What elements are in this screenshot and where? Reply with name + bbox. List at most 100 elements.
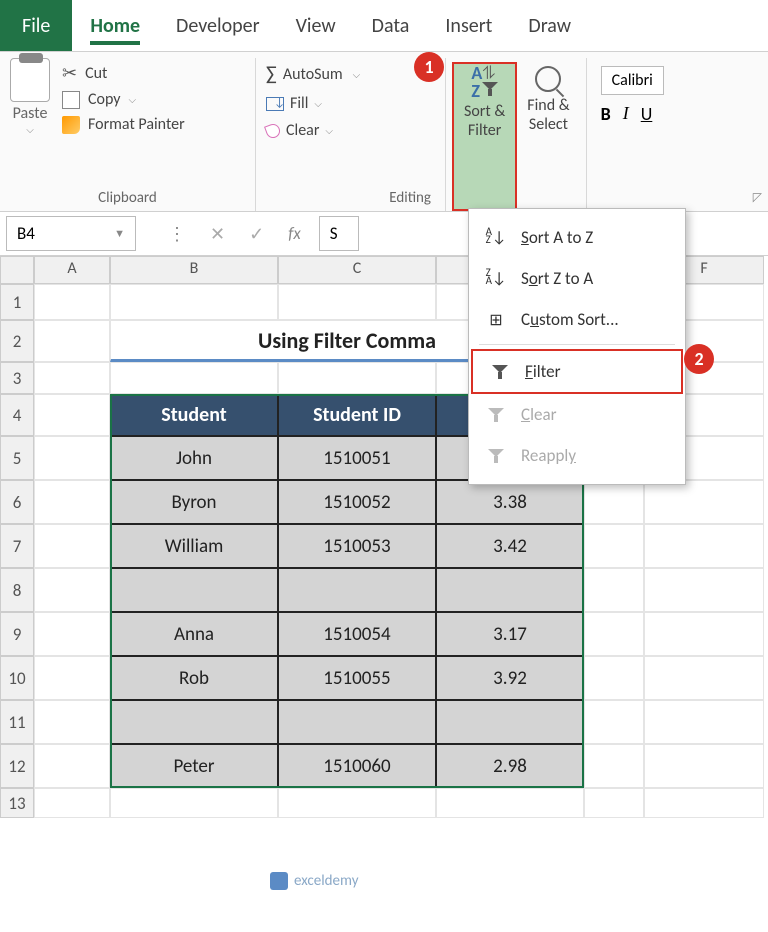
format-painter-button[interactable]: Format Painter xyxy=(62,115,185,134)
cell[interactable] xyxy=(644,788,764,818)
cell[interactable] xyxy=(34,568,110,612)
name-box[interactable]: B4▼ xyxy=(6,216,136,251)
row-header[interactable]: 8 xyxy=(0,568,34,612)
find-select-button[interactable]: Find & Select xyxy=(517,62,579,211)
cell[interactable] xyxy=(110,788,278,818)
cell[interactable] xyxy=(584,524,644,568)
row-header[interactable]: 9 xyxy=(0,612,34,656)
table-cell[interactable] xyxy=(110,700,278,744)
cell[interactable] xyxy=(34,284,110,320)
row-header[interactable]: 1 xyxy=(0,284,34,320)
paste-button[interactable]: Paste ⌵ xyxy=(10,58,50,136)
tab-insert[interactable]: Insert xyxy=(427,0,510,51)
table-header[interactable]: Student xyxy=(110,394,278,436)
table-cell[interactable] xyxy=(436,568,584,612)
col-header-B[interactable]: B xyxy=(110,256,278,284)
bold-button[interactable]: B xyxy=(601,103,611,125)
table-cell[interactable]: 1510053 xyxy=(278,524,436,568)
cell[interactable] xyxy=(34,788,110,818)
cell[interactable] xyxy=(584,700,644,744)
cell[interactable] xyxy=(436,788,584,818)
cell[interactable] xyxy=(584,480,644,524)
italic-button[interactable]: I xyxy=(623,103,629,125)
col-header-C[interactable]: C xyxy=(278,256,436,284)
fx-icon[interactable]: fx xyxy=(288,223,301,244)
cell[interactable] xyxy=(34,612,110,656)
cell[interactable] xyxy=(584,656,644,700)
table-cell[interactable]: 1510054 xyxy=(278,612,436,656)
tab-file[interactable]: File xyxy=(0,0,72,51)
cell[interactable] xyxy=(110,284,278,320)
cell[interactable] xyxy=(584,788,644,818)
row-header[interactable]: 6 xyxy=(0,480,34,524)
table-cell[interactable]: Byron xyxy=(110,480,278,524)
table-cell[interactable]: 1510052 xyxy=(278,480,436,524)
row-header[interactable]: 13 xyxy=(0,788,34,818)
table-cell[interactable]: 3.42 xyxy=(436,524,584,568)
cell[interactable] xyxy=(34,394,110,436)
table-cell[interactable]: 2.98 xyxy=(436,744,584,788)
col-header-A[interactable]: A xyxy=(34,256,110,284)
tab-home[interactable]: Home xyxy=(72,0,158,51)
table-cell[interactable]: 3.38 xyxy=(436,480,584,524)
underline-button[interactable]: U xyxy=(641,103,653,125)
tab-draw[interactable]: Draw xyxy=(510,0,589,51)
row-header[interactable]: 2 xyxy=(0,320,34,362)
cell[interactable] xyxy=(644,612,764,656)
autosum-button[interactable]: ∑AutoSum⌵ xyxy=(266,62,435,86)
chevron-down-icon[interactable]: ⌵ xyxy=(26,123,34,136)
cell[interactable] xyxy=(34,436,110,480)
cell[interactable] xyxy=(34,744,110,788)
table-cell[interactable]: 1510055 xyxy=(278,656,436,700)
table-cell[interactable]: Rob xyxy=(110,656,278,700)
dd-sort-za[interactable]: ZA↓Sort Z to A xyxy=(469,258,685,299)
row-header[interactable]: 10 xyxy=(0,656,34,700)
cut-button[interactable]: ✂Cut xyxy=(62,62,185,84)
row-header[interactable]: 12 xyxy=(0,744,34,788)
cell[interactable] xyxy=(34,656,110,700)
table-cell[interactable]: John xyxy=(110,436,278,480)
dd-filter[interactable]: Filter xyxy=(471,349,683,394)
cell[interactable] xyxy=(644,524,764,568)
table-cell[interactable]: 3.92 xyxy=(436,656,584,700)
row-header[interactable]: 4 xyxy=(0,394,34,436)
tab-developer[interactable]: Developer xyxy=(158,0,278,51)
table-cell[interactable]: Anna xyxy=(110,612,278,656)
table-cell[interactable]: 1510060 xyxy=(278,744,436,788)
table-cell[interactable]: 3.17 xyxy=(436,612,584,656)
table-cell[interactable]: William xyxy=(110,524,278,568)
select-all-corner[interactable] xyxy=(0,256,34,284)
row-header[interactable]: 11 xyxy=(0,700,34,744)
table-cell[interactable]: Peter xyxy=(110,744,278,788)
table-cell[interactable] xyxy=(110,568,278,612)
table-cell[interactable]: 1510051 xyxy=(278,436,436,480)
font-name-box[interactable]: Calibri xyxy=(601,66,664,95)
table-cell[interactable] xyxy=(278,700,436,744)
clear-button[interactable]: Clear⌵ xyxy=(266,121,435,140)
row-header[interactable]: 5 xyxy=(0,436,34,480)
cell[interactable] xyxy=(644,568,764,612)
table-cell[interactable] xyxy=(278,568,436,612)
cell[interactable] xyxy=(584,612,644,656)
cell[interactable] xyxy=(278,788,436,818)
cell[interactable] xyxy=(34,320,110,362)
table-header[interactable]: Student ID xyxy=(278,394,436,436)
cell[interactable] xyxy=(278,362,436,394)
cell[interactable] xyxy=(644,480,764,524)
cell[interactable] xyxy=(34,524,110,568)
dd-custom-sort[interactable]: ⊞Custom Sort... xyxy=(469,299,685,340)
cell[interactable] xyxy=(34,700,110,744)
tab-view[interactable]: View xyxy=(278,0,354,51)
cell[interactable] xyxy=(644,700,764,744)
row-header[interactable]: 3 xyxy=(0,362,34,394)
cell[interactable] xyxy=(34,362,110,394)
cell[interactable] xyxy=(584,744,644,788)
cell[interactable] xyxy=(584,568,644,612)
fill-button[interactable]: Fill⌵ xyxy=(266,94,435,113)
copy-button[interactable]: Copy⌵ xyxy=(62,90,185,109)
cell[interactable] xyxy=(644,744,764,788)
chevron-down-icon[interactable]: ▼ xyxy=(114,227,125,240)
accept-formula-icon[interactable]: ✓ xyxy=(249,223,264,245)
table-cell[interactable] xyxy=(436,700,584,744)
cell[interactable] xyxy=(110,362,278,394)
